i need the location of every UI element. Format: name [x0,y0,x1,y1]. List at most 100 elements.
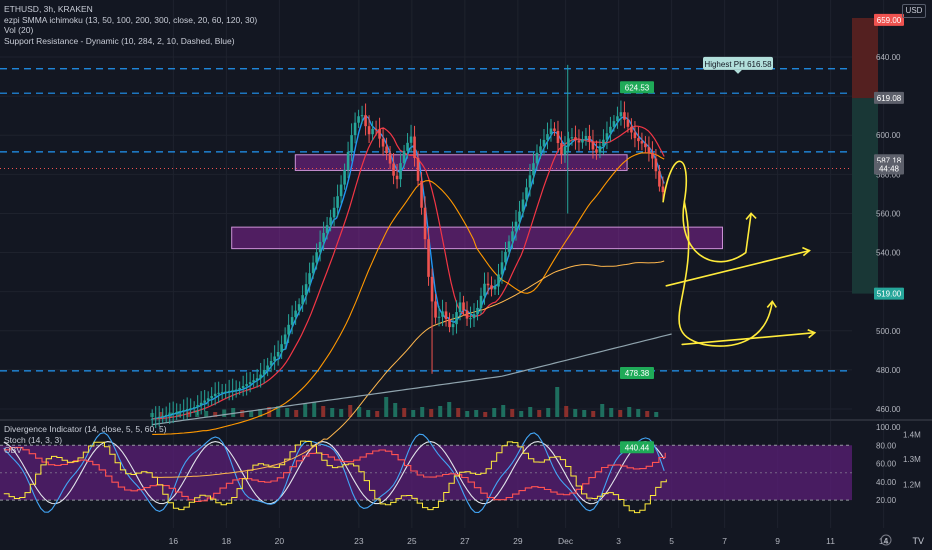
candle-body [395,175,399,180]
volume-bar [564,406,569,417]
yellow-drawings [662,160,817,347]
candle-body [301,295,304,305]
candle-body [374,128,378,130]
candle-body [154,417,157,419]
volume-bar [465,411,470,417]
price-tag [874,162,904,175]
resistance-zone [294,154,628,171]
candle-body [591,141,595,150]
obv-tick-label: 1.2M [903,481,921,490]
currency-button[interactable]: USD [902,4,926,18]
volume-bar [528,407,533,417]
candle-body [325,225,329,233]
time-tick-label: 25 [407,536,417,546]
time-tick-label: 9 [775,536,780,546]
candle-body [294,310,297,318]
volume-bar [573,409,578,417]
candle-body [189,408,192,410]
arrow-head [766,300,777,308]
volume-bar [222,409,227,417]
candle-body [598,146,602,153]
candle-body [476,307,479,315]
highest-tag-pointer [734,69,742,74]
candle-body [486,283,490,286]
volume-bar [204,411,209,417]
candle-body [318,241,322,253]
candle-body [497,274,500,287]
candle-body [339,184,343,197]
level-lines: 624.53 478.38 440.44 Highest PH 616.58 [0,56,852,454]
candle-body [304,284,308,296]
candle-body [402,150,406,164]
oscillator-legend: Divergence Indicator (14, close, 5, 5, 6… [4,424,167,456]
volume-bar [420,407,425,417]
candle-body [581,139,584,143]
candle-body [406,142,409,151]
time-tick-label: 20 [275,536,285,546]
candle-body [280,344,283,352]
time-tick-label: 11 [826,536,835,546]
candle-body [465,310,469,319]
candle-body [178,411,182,413]
volume-bar [357,407,362,417]
candle-body [434,301,437,318]
candle-body [367,126,371,135]
candle-body [500,262,504,275]
candle-body [563,146,567,155]
candle-body [164,414,168,416]
time-tick-label: 23 [354,536,364,546]
price-tick-label: 540.00 [876,249,901,258]
volume-bar [312,402,317,417]
forecast-line [665,249,811,287]
candle-body [609,126,612,134]
tradingview-logo: TV [912,536,924,546]
price-tick-label: 500.00 [876,327,901,336]
volume-bar [429,409,434,417]
stoch-label: Stoch (14, 3, 3) [4,434,63,445]
candle-body [448,319,451,328]
price-tag [874,13,904,26]
resistance-zone [231,226,723,250]
main-legend: ETHUSD, 3h, KRAKEN ezpi SMMA ichimoku (1… [4,4,257,46]
candle-body [612,121,616,127]
price-tag-label: 44:48 [879,164,900,173]
level-tag [620,441,654,454]
volume-bar [303,404,308,417]
candle-body [238,387,241,390]
highest-tag [703,56,773,70]
candle-body [546,134,549,140]
candle-body [455,312,458,325]
obv-label: OBV [4,445,22,455]
candle-body [658,171,661,187]
candle-body [192,407,196,409]
volume-bar [384,397,389,417]
volume-bar [483,412,488,417]
ichimoku-label: ezpi SMMA ichimoku (13, 50, 100, 200, 30… [4,14,258,25]
price-tag [874,91,904,104]
candle-body [528,175,532,188]
forecast-curve [678,200,774,347]
price-tick-label: 480.00 [876,366,901,375]
candle-body [644,143,647,148]
volume-bar [555,387,560,417]
candle-body [227,390,231,392]
volume-bar [375,411,380,417]
candle-body [388,153,392,164]
divergence-line [3,440,667,514]
time-tick-label: 29 [513,536,523,546]
candle-body [255,378,259,381]
candle-body [315,252,318,263]
candle-body [350,135,353,152]
volume-bar [321,406,326,417]
price-tick-label: 640.00 [876,53,901,62]
candle-body [525,187,528,200]
level-tag [620,367,654,380]
candle-body [574,137,577,141]
volume-bar [402,408,407,417]
obv-line [3,446,666,502]
volume-bar [294,410,299,417]
candle-body [420,180,423,208]
volume-bar [546,408,551,417]
candle-body [182,410,185,412]
